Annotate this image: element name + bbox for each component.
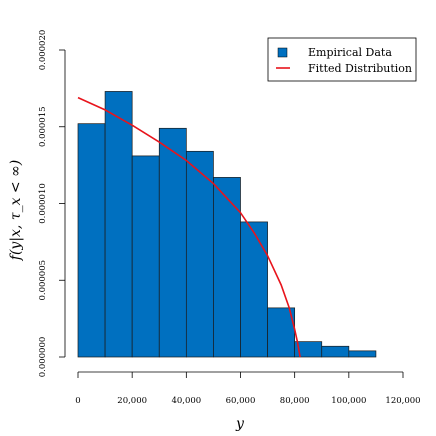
histogram-bar [131,155,160,358]
legend: Empirical Data Fitted Distribution [267,37,417,82]
x-tick-label: 0 [75,396,80,406]
legend-label-fitted: Fitted Distribution [308,62,412,75]
x-tick-label: 80,000 [280,396,310,406]
x-tick-label: 20,000 [117,396,147,406]
histogram-bar [104,91,133,358]
x-tick-label: 40,000 [171,396,201,406]
x-axis: 0 20,000 40,000 60,000 80,000 100,000 120,000 [75,371,421,406]
fitted-distribution-line [77,96,301,358]
y-tick-label: 0.000020 [38,30,48,71]
x-tick-label: 60,000 [226,396,256,406]
legend-swatch-empirical [277,47,288,58]
histogram-bar [158,127,187,358]
histogram-bar [240,221,268,358]
histogram-bar [185,150,214,358]
histogram-bar [77,123,106,358]
legend-box [267,37,417,82]
histogram-bar [267,307,296,358]
histogram-bar [321,345,350,358]
x-tick-label: 120,000 [385,396,420,406]
y-tick-label: 0.000005 [38,260,48,301]
histogram-bar [348,350,377,358]
histogram-bar [213,177,241,358]
y-tick-label: 0.000015 [38,106,48,147]
y-tick-label: 0.000000 [38,337,48,378]
legend-label-empirical: Empirical Data [308,46,392,59]
y-axis-label: f(y|x, τ_x < ∞) [8,160,24,261]
x-axis-label: y [235,416,245,432]
histogram-bars [77,91,377,358]
y-axis: 0.000000 0.000005 0.000010 0.000015 0.000020 [38,30,66,378]
x-tick-label: 100,000 [331,396,366,406]
y-tick-label: 0.000010 [38,183,48,224]
